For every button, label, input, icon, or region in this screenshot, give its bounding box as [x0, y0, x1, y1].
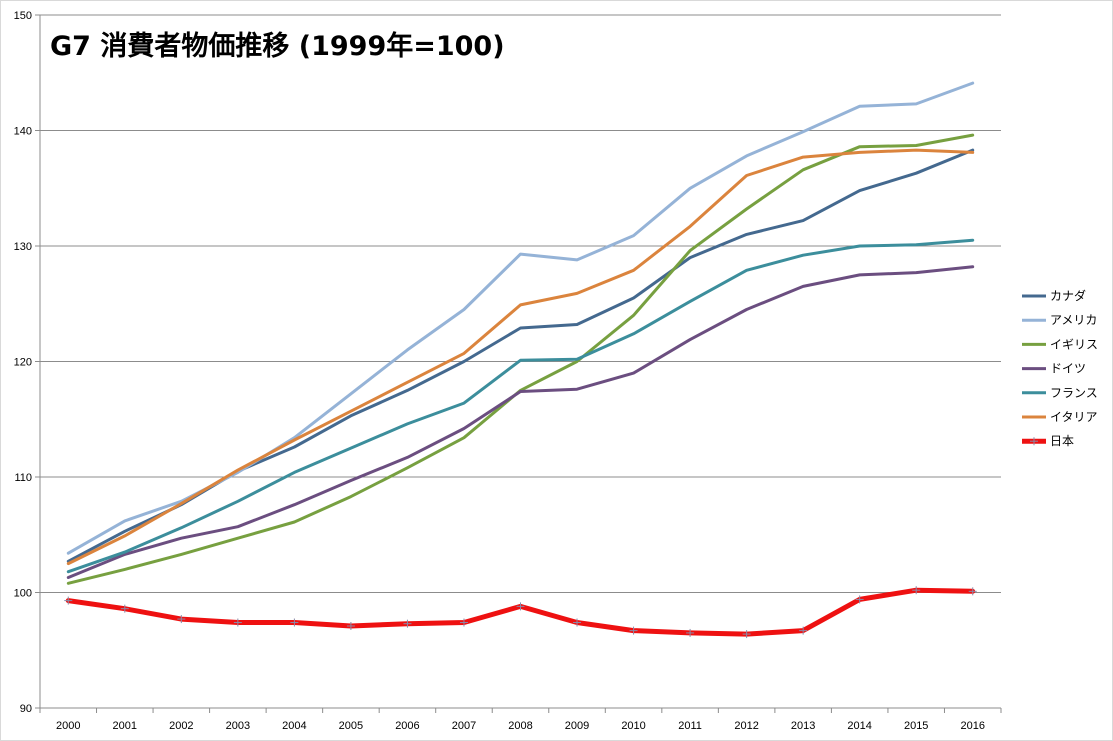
legend-item: フランス: [1022, 386, 1098, 400]
legend-item: イタリア: [1022, 410, 1098, 424]
x-tick-label: 2001: [113, 720, 137, 732]
legend-label: カナダ: [1050, 288, 1086, 303]
series-point: [459, 618, 468, 627]
legend-label: アメリカ: [1050, 313, 1097, 327]
legend-item: 日本: [1022, 434, 1074, 448]
series-point: [912, 586, 921, 595]
legend-label: イタリア: [1050, 410, 1098, 424]
x-tick-label: 2006: [395, 720, 419, 732]
series-point: [290, 618, 299, 627]
series-line-5: [66, 148, 975, 566]
x-tick-label: 2011: [678, 720, 702, 732]
y-tick-label: 140: [14, 126, 32, 138]
series-point: [516, 602, 525, 611]
axes: 90 100 110 120 130 140 150 2000 2001 2002 2003 2004…: [14, 10, 1002, 732]
x-tick-label: 2012: [734, 720, 758, 732]
legend-label: イギリス: [1050, 337, 1098, 351]
x-tick-label: 2000: [56, 720, 80, 732]
y-tick-label: 110: [14, 472, 32, 484]
x-tick-label: 2005: [339, 720, 363, 732]
y-tick-label: 120: [14, 357, 32, 369]
series-point: [573, 618, 582, 627]
series-point: [686, 628, 695, 637]
x-tick-label: 2015: [904, 720, 928, 732]
series-group: [64, 81, 977, 639]
x-tick-label: 2013: [791, 720, 815, 732]
series-point: [629, 626, 638, 635]
x-tick-label: 2003: [226, 720, 250, 732]
legend-item: イギリス: [1022, 337, 1098, 351]
x-tick-label: 2014: [847, 720, 871, 732]
y-tick-label: 100: [14, 588, 32, 600]
x-tick-label: 2008: [508, 720, 532, 732]
x-tick-label: 2004: [282, 720, 306, 732]
gridlines: [40, 14, 1001, 593]
series-point: [968, 587, 977, 596]
legend-label: フランス: [1050, 386, 1098, 400]
x-tick-label: 2009: [565, 720, 589, 732]
series-point: [120, 604, 129, 613]
x-tick-label: 2002: [169, 720, 193, 732]
x-tick-label: 2010: [621, 720, 645, 732]
series-point: [346, 621, 355, 630]
series-point: [64, 596, 73, 605]
legend-label: ドイツ: [1050, 362, 1086, 376]
legend-label: 日本: [1050, 434, 1074, 448]
x-tick-label: 2016: [960, 720, 984, 732]
y-tick-label: 90: [20, 703, 32, 715]
series-line-4: [66, 238, 975, 574]
series-point: [855, 595, 864, 604]
series-point: [799, 626, 808, 635]
x-tick-label: 2007: [452, 720, 476, 732]
y-tick-label: 150: [14, 10, 32, 22]
series-point: [177, 615, 186, 624]
series-point: [233, 618, 242, 627]
y-tick-label: 130: [14, 241, 32, 253]
legend-item: カナダ: [1022, 288, 1086, 303]
series-line-3: [66, 265, 975, 579]
legend-item: ドイツ: [1022, 362, 1086, 376]
series-point: [403, 619, 412, 628]
series-point: [742, 630, 751, 639]
chart-title: G7 消費者物価推移 (1999年=100): [50, 30, 505, 62]
legend-item: アメリカ: [1022, 313, 1097, 327]
